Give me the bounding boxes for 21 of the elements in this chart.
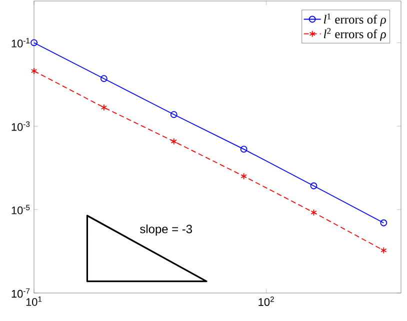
point — [30, 68, 38, 74]
point — [380, 219, 388, 226]
annotation: slope = -3 — [140, 224, 192, 236]
y-tick-label: 10$^{-5}$ — [12, 204, 30, 214]
point — [240, 146, 248, 153]
point — [310, 182, 318, 190]
point — [310, 209, 317, 216]
point — [170, 111, 178, 118]
point — [240, 172, 247, 180]
point — [380, 246, 387, 254]
point — [30, 39, 38, 46]
y-tick-label: 10$^{-1}$ — [12, 38, 30, 48]
point — [170, 138, 177, 145]
x-tick-label: 10$^{1}$ — [26, 296, 42, 306]
legend-label: l$^{2}$ errors of ρ — [324, 28, 386, 41]
point — [100, 75, 108, 82]
legend-label: l$^{1}$ errors of ρ — [324, 13, 386, 26]
y-tick-label: 10$^{-7}$ — [12, 288, 30, 298]
point — [100, 104, 107, 111]
x-tick-label: 10$^{2}$ — [258, 296, 274, 306]
y-tick-label: 10$^{-3}$ — [12, 121, 30, 131]
